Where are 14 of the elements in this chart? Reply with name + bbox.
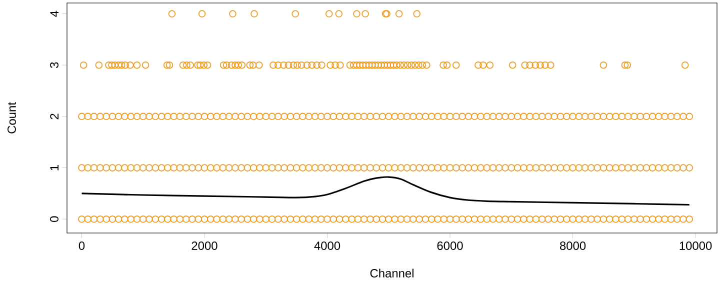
x-tick-label: 6000	[437, 242, 463, 250]
x-tick-label: 8000	[560, 242, 586, 250]
x-tick-label: 0	[78, 242, 85, 250]
x-tick-label: 2000	[192, 242, 218, 250]
x-axis-title: Channel	[370, 268, 414, 278]
y-tick-label: 0	[50, 216, 58, 222]
y-tick-label: 1	[50, 165, 58, 170]
y-axis-title: Count	[8, 102, 16, 134]
y-tick-label: 3	[50, 62, 58, 68]
x-tick-label: 10000	[680, 242, 712, 250]
line-series	[80, 176, 690, 206]
x-tick-label: 4000	[314, 242, 340, 250]
y-tick-label: 2	[50, 114, 58, 120]
y-tick-label: 4	[50, 10, 58, 17]
